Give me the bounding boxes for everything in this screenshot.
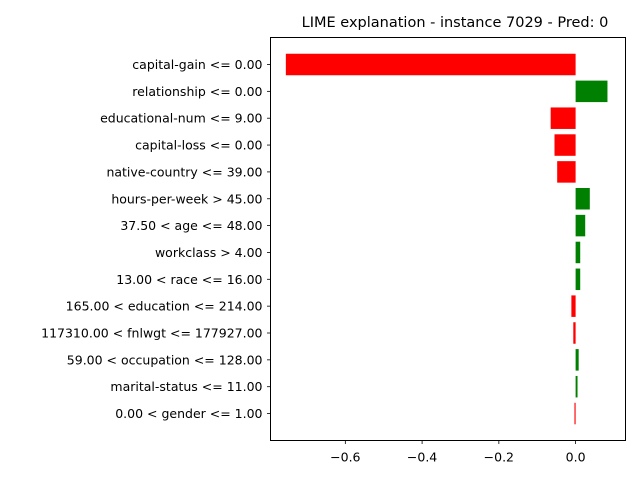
y-tick-label-7: workclass > 4.00 <box>155 245 263 260</box>
bar-13 <box>574 402 576 425</box>
y-tick-label-6: 37.50 < age <= 48.00 <box>120 218 262 233</box>
plot-frame <box>270 37 626 441</box>
bar-11 <box>575 349 579 371</box>
y-axis-ticks: capital-gain <= 0.00 relationship <= 0.00… <box>41 57 271 421</box>
bar-1 <box>575 80 608 103</box>
x-tick-label-2: −0.2 <box>484 450 514 465</box>
bar-10 <box>573 322 576 344</box>
bar-8 <box>575 268 581 291</box>
bar-2 <box>550 107 576 129</box>
x-axis-ticks: −0.6 −0.4 −0.2 0.0 <box>330 440 586 465</box>
y-tick-label-4: native-country <= 39.00 <box>106 164 262 179</box>
chart-title: LIME explanation - instance 7029 - Pred:… <box>302 15 609 31</box>
bar-7 <box>575 241 581 264</box>
y-tick-label-1: relationship <= 0.00 <box>132 84 262 99</box>
bar-0 <box>285 53 576 76</box>
bars-group <box>285 53 608 425</box>
bar-4 <box>557 161 576 183</box>
y-tick-label-3: capital-loss <= 0.00 <box>135 138 262 153</box>
bar-5 <box>575 188 590 210</box>
x-tick-label-0: −0.6 <box>330 450 360 465</box>
y-tick-label-0: capital-gain <= 0.00 <box>132 57 262 72</box>
bar-3 <box>554 134 576 156</box>
y-tick-label-9: 165.00 < education <= 214.00 <box>66 299 263 314</box>
y-tick-label-10: 117310.00 < fnlwgt <= 177927.00 <box>41 326 262 341</box>
bar-6 <box>575 214 586 237</box>
y-tick-label-12: marital-status <= 11.00 <box>110 379 262 394</box>
y-tick-label-11: 59.00 < occupation <= 128.00 <box>67 352 263 367</box>
x-tick-label-1: −0.4 <box>407 450 437 465</box>
y-tick-label-5: hours-per-week > 45.00 <box>111 191 262 206</box>
y-tick-label-8: 13.00 < race <= 16.00 <box>116 272 262 287</box>
y-tick-label-13: 0.00 < gender <= 1.00 <box>115 406 262 421</box>
x-tick-label-3: 0.0 <box>566 450 586 465</box>
bar-12 <box>575 375 578 398</box>
bar-9 <box>571 295 576 317</box>
y-tick-label-2: educational-num <= 9.00 <box>100 111 262 126</box>
